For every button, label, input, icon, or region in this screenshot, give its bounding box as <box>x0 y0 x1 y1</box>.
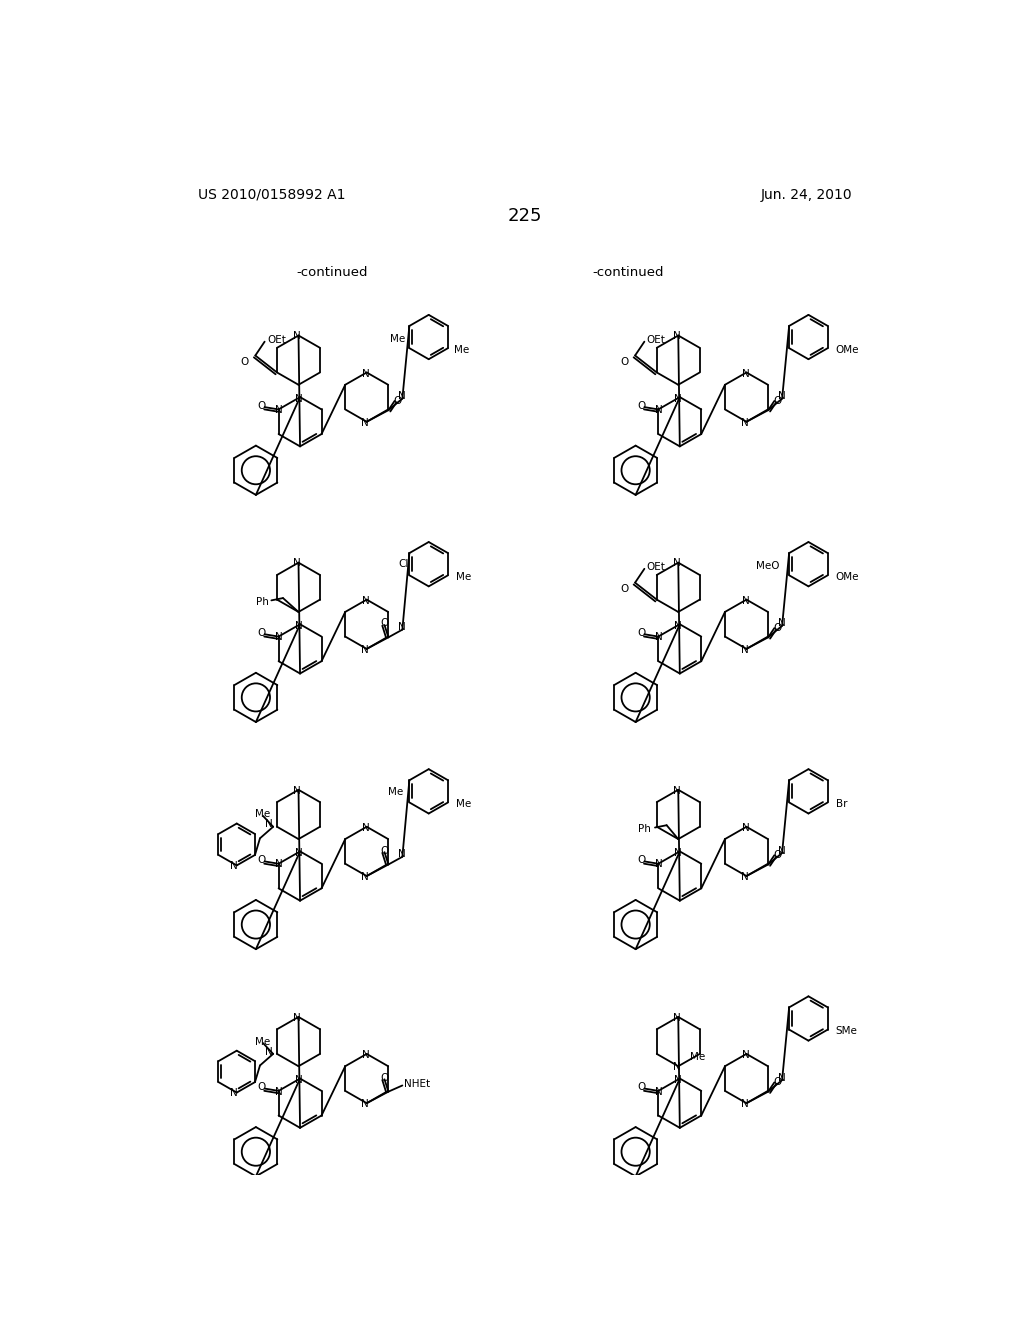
Text: N: N <box>675 393 682 404</box>
Text: Jun. 24, 2010: Jun. 24, 2010 <box>760 187 852 202</box>
Text: O: O <box>257 400 265 411</box>
Text: O: O <box>621 583 629 594</box>
Text: N: N <box>778 1073 786 1082</box>
Text: N: N <box>741 417 749 428</box>
Text: N: N <box>673 1063 681 1072</box>
Text: OEt: OEt <box>647 562 666 573</box>
Text: N: N <box>778 846 786 855</box>
Text: N: N <box>398 850 407 859</box>
Text: O: O <box>621 356 629 367</box>
Text: N: N <box>265 820 273 829</box>
Text: Me: Me <box>388 787 403 797</box>
Text: N: N <box>655 632 663 643</box>
Text: N: N <box>361 644 369 655</box>
Text: N: N <box>293 558 301 569</box>
Text: -continued: -continued <box>592 265 664 279</box>
Text: O: O <box>380 619 389 628</box>
Text: O: O <box>241 356 249 367</box>
Text: Me: Me <box>456 572 471 582</box>
Text: MeO: MeO <box>757 561 780 572</box>
Text: Cl: Cl <box>398 560 409 569</box>
Text: N: N <box>362 597 370 606</box>
Text: O: O <box>637 400 645 411</box>
Text: N: N <box>673 331 681 342</box>
Text: O: O <box>380 846 389 855</box>
Text: N: N <box>293 785 301 796</box>
Text: O: O <box>773 1077 781 1088</box>
Text: N: N <box>741 370 750 379</box>
Text: O: O <box>773 623 781 634</box>
Text: US 2010/0158992 A1: US 2010/0158992 A1 <box>198 187 345 202</box>
Text: N: N <box>362 370 370 379</box>
Text: N: N <box>673 1012 681 1023</box>
Text: N: N <box>229 1088 238 1098</box>
Text: N: N <box>778 391 786 401</box>
Text: O: O <box>773 850 781 861</box>
Text: SMe: SMe <box>836 1026 857 1036</box>
Text: Ph: Ph <box>638 824 651 834</box>
Text: N: N <box>275 405 284 416</box>
Text: O: O <box>637 628 645 638</box>
Text: N: N <box>675 1074 682 1085</box>
Text: N: N <box>293 331 301 342</box>
Text: 225: 225 <box>508 207 542 226</box>
Text: N: N <box>265 1047 273 1056</box>
Text: O: O <box>637 855 645 865</box>
Text: N: N <box>398 622 407 632</box>
Text: N: N <box>655 1086 663 1097</box>
Text: N: N <box>778 619 786 628</box>
Text: O: O <box>257 628 265 638</box>
Text: O: O <box>380 1073 389 1082</box>
Text: O: O <box>257 1082 265 1092</box>
Text: N: N <box>741 1051 750 1060</box>
Text: N: N <box>295 1074 302 1085</box>
Text: N: N <box>675 847 682 858</box>
Text: N: N <box>362 1051 370 1060</box>
Text: Me: Me <box>690 1052 706 1063</box>
Text: N: N <box>741 597 750 606</box>
Text: Me: Me <box>456 799 471 809</box>
Text: N: N <box>398 391 407 401</box>
Text: Ph: Ph <box>256 597 269 607</box>
Text: N: N <box>361 1100 369 1109</box>
Text: N: N <box>275 859 284 870</box>
Text: N: N <box>741 871 749 882</box>
Text: Me: Me <box>255 809 270 820</box>
Text: N: N <box>741 644 749 655</box>
Text: N: N <box>295 847 302 858</box>
Text: N: N <box>655 405 663 416</box>
Text: N: N <box>675 620 682 631</box>
Text: Me: Me <box>390 334 406 345</box>
Text: O: O <box>257 855 265 865</box>
Text: O: O <box>773 396 781 407</box>
Text: N: N <box>275 632 284 643</box>
Text: N: N <box>293 1012 301 1023</box>
Text: OEt: OEt <box>647 335 666 345</box>
Text: Me: Me <box>455 346 469 355</box>
Text: N: N <box>229 861 238 871</box>
Text: N: N <box>673 785 681 796</box>
Text: O: O <box>393 396 401 407</box>
Text: O: O <box>637 1082 645 1092</box>
Text: OMe: OMe <box>836 572 859 582</box>
Text: OMe: OMe <box>836 345 859 355</box>
Text: N: N <box>361 417 369 428</box>
Text: OEt: OEt <box>267 335 286 345</box>
Text: N: N <box>655 859 663 870</box>
Text: N: N <box>295 620 302 631</box>
Text: N: N <box>673 558 681 569</box>
Text: Br: Br <box>836 799 847 809</box>
Text: N: N <box>362 824 370 833</box>
Text: N: N <box>361 871 369 882</box>
Text: -continued: -continued <box>296 265 368 279</box>
Text: N: N <box>295 393 302 404</box>
Text: N: N <box>741 824 750 833</box>
Text: N: N <box>741 1100 749 1109</box>
Text: NHEt: NHEt <box>403 1078 430 1089</box>
Text: N: N <box>275 1086 284 1097</box>
Text: Me: Me <box>255 1036 270 1047</box>
